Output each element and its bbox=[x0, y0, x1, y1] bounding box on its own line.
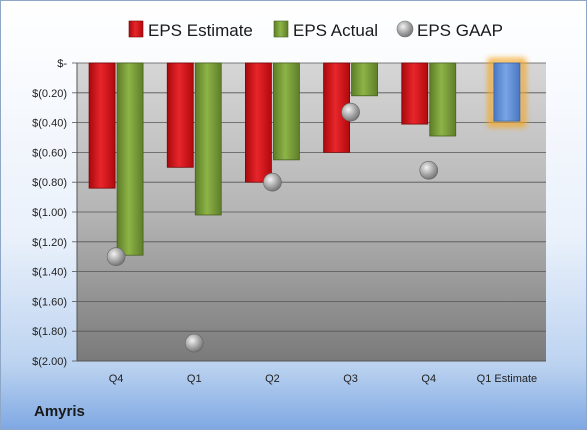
x-axis: Q4 Q1 Q2 Q3 Q4 Q1 Estimate bbox=[77, 360, 546, 385]
y-tick-label: $(0.20) bbox=[32, 88, 67, 100]
gaap-point bbox=[263, 172, 282, 192]
bars bbox=[88, 58, 526, 256]
y-tick-label: $(1.20) bbox=[32, 237, 67, 249]
y-tick-label: $(1.00) bbox=[32, 207, 67, 219]
y-tick-label: $(1.60) bbox=[32, 296, 67, 308]
gaap-points bbox=[106, 102, 439, 353]
bar-eps-actual bbox=[194, 62, 222, 216]
company-name: Amyris bbox=[34, 403, 85, 420]
x-tick-label: Q4 bbox=[109, 373, 124, 385]
bar-q1-estimate bbox=[493, 62, 521, 122]
bar-eps-actual bbox=[273, 62, 300, 161]
y-tick-label: $(0.80) bbox=[32, 177, 67, 189]
y-tick-label: $- bbox=[57, 58, 67, 70]
bar-q1-estimate-glow bbox=[487, 58, 526, 128]
y-tick-label: $(1.40) bbox=[32, 267, 67, 279]
gaap-point bbox=[106, 247, 126, 266]
bar-eps-actual bbox=[116, 62, 144, 256]
y-tick-label: $(1.80) bbox=[32, 326, 67, 338]
bar-eps-actual bbox=[429, 62, 457, 137]
x-tick-label: Q4 bbox=[421, 373, 436, 385]
y-tick-label: $(2.00) bbox=[32, 356, 67, 368]
x-tick-label: Q1 bbox=[187, 373, 202, 385]
bar-eps-estimate bbox=[88, 62, 116, 189]
x-tick-label: Q2 bbox=[265, 373, 280, 385]
gaap-point bbox=[184, 333, 204, 353]
gaap-point bbox=[419, 160, 439, 180]
y-tick-label: $(0.60) bbox=[32, 147, 67, 159]
x-tick-label: Q3 bbox=[343, 373, 358, 385]
y-axis: $- $(0.20) $(0.40) $(0.60) $(0.80) $(1.00) $(1… bbox=[32, 58, 78, 368]
eps-gaap-legend-icon bbox=[396, 20, 414, 38]
legend-eps-estimate: EPS Estimate bbox=[148, 21, 253, 40]
eps-estimate-legend-icon bbox=[128, 20, 144, 38]
x-tick-label: Q1 Estimate bbox=[477, 373, 538, 385]
bar-eps-estimate bbox=[166, 62, 194, 168]
eps-actual-legend-icon bbox=[273, 20, 289, 38]
gaap-point bbox=[341, 102, 360, 122]
bar-eps-estimate bbox=[245, 62, 272, 183]
bar-eps-estimate bbox=[401, 62, 429, 125]
y-tick-label: $(0.40) bbox=[32, 118, 67, 130]
legend: EPS Estimate EPS Actual EPS GAAP bbox=[128, 20, 503, 40]
bar-eps-actual bbox=[351, 62, 378, 97]
legend-eps-gaap: EPS GAAP bbox=[417, 21, 503, 40]
legend-eps-actual: EPS Actual bbox=[293, 21, 378, 40]
